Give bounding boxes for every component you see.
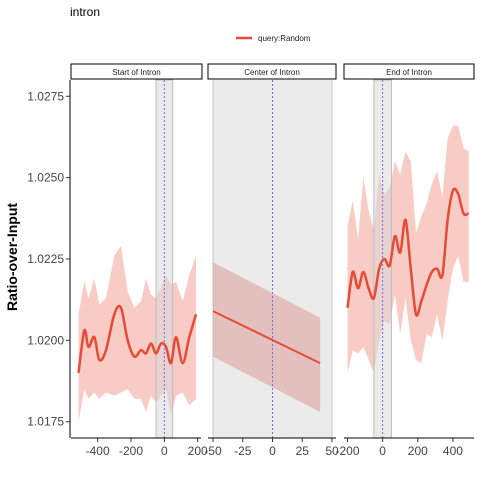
facet-strip (70, 63, 203, 80)
x-tick-label: -200 (119, 444, 143, 458)
facet-center-of-intron: Center of Intron -50 -25 0 25 50 (204, 63, 339, 458)
facet-strip-label: End of Intron (386, 68, 432, 77)
x-tick-label: -25 (234, 444, 252, 458)
plot-title: intron (70, 5, 100, 19)
x-tick-label: 200 (188, 444, 208, 458)
series-line (77, 304, 198, 374)
x-tick-label: 25 (296, 444, 310, 458)
facet-strip-label: Center of Intron (244, 68, 300, 77)
x-tick-label: 0 (379, 444, 386, 458)
series-line (346, 187, 470, 317)
x-tick-label: 0 (161, 444, 168, 458)
facet-strip (343, 63, 475, 80)
facet-strip-label: Start of Intron (112, 68, 160, 77)
y-tick-label: 1.0275 (27, 89, 64, 103)
series-line (212, 310, 321, 365)
x-tick-label: 400 (443, 444, 463, 458)
x-tick-label: -400 (86, 444, 110, 458)
legend: query:Random (236, 34, 311, 43)
y-tick-label: 1.0200 (27, 333, 64, 347)
y-tick-label: 1.0225 (27, 252, 64, 266)
facet-strip (207, 63, 337, 80)
x-tick-label: 50 (325, 444, 339, 458)
window-band (213, 80, 332, 438)
y-axis-title: Ratio-over-Input (4, 203, 20, 311)
facet-start-of-intron: Start of Intron -400 -200 0 200 (70, 63, 208, 458)
y-tick-label: 1.0250 (27, 171, 64, 185)
x-tick-label: -200 (335, 444, 359, 458)
x-tick-label: 200 (408, 444, 428, 458)
x-tick-label: 0 (269, 444, 276, 458)
x-tick-label: -50 (204, 444, 222, 458)
y-tick-label: 1.0175 (27, 415, 64, 429)
legend-label: query:Random (258, 34, 311, 43)
confidence-ribbon (78, 246, 196, 422)
y-axis: 1.0175 1.0200 1.0225 1.0250 1.0275 (27, 80, 71, 438)
facet-end-of-intron: End of Intron -200 0 200 400 (335, 63, 475, 458)
